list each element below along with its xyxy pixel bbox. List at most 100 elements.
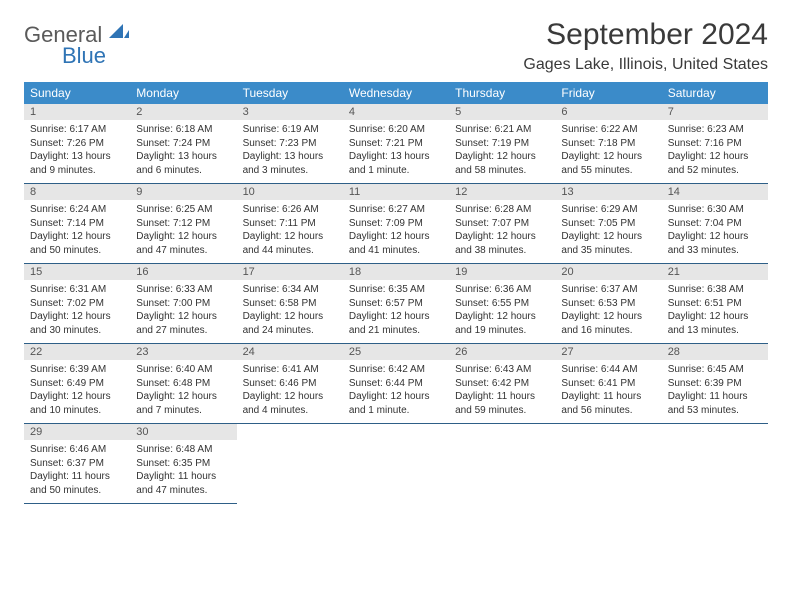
day-number: 18 — [343, 264, 449, 280]
daylight-text: Daylight: 12 hours and 35 minutes. — [561, 230, 655, 257]
day-cell: 4Sunrise: 6:20 AMSunset: 7:21 PMDaylight… — [343, 104, 449, 184]
day-number: 4 — [343, 104, 449, 120]
month-title: September 2024 — [523, 18, 768, 52]
daylight-text: Daylight: 12 hours and 30 minutes. — [30, 310, 124, 337]
dow-friday: Friday — [555, 82, 661, 104]
day-details: Sunrise: 6:31 AMSunset: 7:02 PMDaylight:… — [24, 280, 130, 343]
daylight-text: Daylight: 11 hours and 56 minutes. — [561, 390, 655, 417]
day-number: 23 — [130, 344, 236, 360]
daylight-text: Daylight: 12 hours and 33 minutes. — [668, 230, 762, 257]
sunset-text: Sunset: 7:07 PM — [455, 217, 549, 231]
day-number: 26 — [449, 344, 555, 360]
day-details: Sunrise: 6:46 AMSunset: 6:37 PMDaylight:… — [24, 440, 130, 503]
daylight-text: Daylight: 12 hours and 55 minutes. — [561, 150, 655, 177]
day-cell: 8Sunrise: 6:24 AMSunset: 7:14 PMDaylight… — [24, 184, 130, 264]
daylight-text: Daylight: 13 hours and 6 minutes. — [136, 150, 230, 177]
day-number: 14 — [662, 184, 768, 200]
sunset-text: Sunset: 7:26 PM — [30, 137, 124, 151]
day-details: Sunrise: 6:43 AMSunset: 6:42 PMDaylight:… — [449, 360, 555, 423]
day-cell: 22Sunrise: 6:39 AMSunset: 6:49 PMDayligh… — [24, 344, 130, 424]
sunrise-text: Sunrise: 6:39 AM — [30, 363, 124, 377]
sunset-text: Sunset: 6:57 PM — [349, 297, 443, 311]
day-details: Sunrise: 6:18 AMSunset: 7:24 PMDaylight:… — [130, 120, 236, 183]
daylight-text: Daylight: 12 hours and 50 minutes. — [30, 230, 124, 257]
day-cell: .. — [555, 424, 661, 504]
sunrise-text: Sunrise: 6:20 AM — [349, 123, 443, 137]
calendar-body: 1Sunrise: 6:17 AMSunset: 7:26 PMDaylight… — [24, 104, 768, 504]
dow-tuesday: Tuesday — [237, 82, 343, 104]
dow-wednesday: Wednesday — [343, 82, 449, 104]
day-number: 8 — [24, 184, 130, 200]
sunset-text: Sunset: 6:51 PM — [668, 297, 762, 311]
day-details: Sunrise: 6:20 AMSunset: 7:21 PMDaylight:… — [343, 120, 449, 183]
daylight-text: Daylight: 12 hours and 58 minutes. — [455, 150, 549, 177]
day-details: Sunrise: 6:29 AMSunset: 7:05 PMDaylight:… — [555, 200, 661, 263]
sunset-text: Sunset: 7:12 PM — [136, 217, 230, 231]
day-cell: 7Sunrise: 6:23 AMSunset: 7:16 PMDaylight… — [662, 104, 768, 184]
sunrise-text: Sunrise: 6:17 AM — [30, 123, 124, 137]
daylight-text: Daylight: 12 hours and 41 minutes. — [349, 230, 443, 257]
day-number: 1 — [24, 104, 130, 120]
sunrise-text: Sunrise: 6:30 AM — [668, 203, 762, 217]
day-number: 13 — [555, 184, 661, 200]
daylight-text: Daylight: 12 hours and 52 minutes. — [668, 150, 762, 177]
logo-sail-icon — [109, 24, 129, 45]
day-details: Sunrise: 6:22 AMSunset: 7:18 PMDaylight:… — [555, 120, 661, 183]
sunrise-text: Sunrise: 6:28 AM — [455, 203, 549, 217]
day-number: 30 — [130, 424, 236, 440]
day-cell: 6Sunrise: 6:22 AMSunset: 7:18 PMDaylight… — [555, 104, 661, 184]
day-details: Sunrise: 6:41 AMSunset: 6:46 PMDaylight:… — [237, 360, 343, 423]
day-details: Sunrise: 6:26 AMSunset: 7:11 PMDaylight:… — [237, 200, 343, 263]
calendar-page: General Blue September 2024 Gages Lake, … — [0, 0, 792, 522]
sunrise-text: Sunrise: 6:18 AM — [136, 123, 230, 137]
day-details: Sunrise: 6:24 AMSunset: 7:14 PMDaylight:… — [24, 200, 130, 263]
title-block: September 2024 Gages Lake, Illinois, Uni… — [523, 18, 768, 74]
daylight-text: Daylight: 11 hours and 53 minutes. — [668, 390, 762, 417]
day-details: Sunrise: 6:42 AMSunset: 6:44 PMDaylight:… — [343, 360, 449, 423]
sunset-text: Sunset: 7:16 PM — [668, 137, 762, 151]
daylight-text: Daylight: 12 hours and 16 minutes. — [561, 310, 655, 337]
day-cell: 21Sunrise: 6:38 AMSunset: 6:51 PMDayligh… — [662, 264, 768, 344]
day-details: Sunrise: 6:34 AMSunset: 6:58 PMDaylight:… — [237, 280, 343, 343]
sunset-text: Sunset: 7:00 PM — [136, 297, 230, 311]
dow-sunday: Sunday — [24, 82, 130, 104]
sunset-text: Sunset: 7:21 PM — [349, 137, 443, 151]
daylight-text: Daylight: 12 hours and 47 minutes. — [136, 230, 230, 257]
day-details: Sunrise: 6:45 AMSunset: 6:39 PMDaylight:… — [662, 360, 768, 423]
sunset-text: Sunset: 7:05 PM — [561, 217, 655, 231]
sunset-text: Sunset: 7:14 PM — [30, 217, 124, 231]
sunrise-text: Sunrise: 6:33 AM — [136, 283, 230, 297]
day-cell: .. — [662, 424, 768, 504]
sunrise-text: Sunrise: 6:36 AM — [455, 283, 549, 297]
day-number: 12 — [449, 184, 555, 200]
day-cell: 12Sunrise: 6:28 AMSunset: 7:07 PMDayligh… — [449, 184, 555, 264]
location-subtitle: Gages Lake, Illinois, United States — [523, 56, 768, 74]
day-number: 19 — [449, 264, 555, 280]
day-number: 17 — [237, 264, 343, 280]
day-details: Sunrise: 6:17 AMSunset: 7:26 PMDaylight:… — [24, 120, 130, 183]
day-details: Sunrise: 6:21 AMSunset: 7:19 PMDaylight:… — [449, 120, 555, 183]
day-details: Sunrise: 6:37 AMSunset: 6:53 PMDaylight:… — [555, 280, 661, 343]
sunrise-text: Sunrise: 6:45 AM — [668, 363, 762, 377]
logo-blue: Blue — [62, 45, 129, 67]
sunset-text: Sunset: 7:19 PM — [455, 137, 549, 151]
day-cell: 11Sunrise: 6:27 AMSunset: 7:09 PMDayligh… — [343, 184, 449, 264]
day-details: Sunrise: 6:35 AMSunset: 6:57 PMDaylight:… — [343, 280, 449, 343]
day-details: Sunrise: 6:23 AMSunset: 7:16 PMDaylight:… — [662, 120, 768, 183]
week-row: 15Sunrise: 6:31 AMSunset: 7:02 PMDayligh… — [24, 264, 768, 344]
day-cell: 27Sunrise: 6:44 AMSunset: 6:41 PMDayligh… — [555, 344, 661, 424]
sunset-text: Sunset: 6:35 PM — [136, 457, 230, 471]
sunset-text: Sunset: 7:09 PM — [349, 217, 443, 231]
sunset-text: Sunset: 7:18 PM — [561, 137, 655, 151]
sunrise-text: Sunrise: 6:29 AM — [561, 203, 655, 217]
sunrise-text: Sunrise: 6:24 AM — [30, 203, 124, 217]
day-cell: 5Sunrise: 6:21 AMSunset: 7:19 PMDaylight… — [449, 104, 555, 184]
sunrise-text: Sunrise: 6:48 AM — [136, 443, 230, 457]
day-cell: 24Sunrise: 6:41 AMSunset: 6:46 PMDayligh… — [237, 344, 343, 424]
sunrise-text: Sunrise: 6:27 AM — [349, 203, 443, 217]
day-number: 15 — [24, 264, 130, 280]
day-number: 6 — [555, 104, 661, 120]
daylight-text: Daylight: 12 hours and 19 minutes. — [455, 310, 549, 337]
calendar-table: Sunday Monday Tuesday Wednesday Thursday… — [24, 82, 768, 504]
daylight-text: Daylight: 12 hours and 4 minutes. — [243, 390, 337, 417]
